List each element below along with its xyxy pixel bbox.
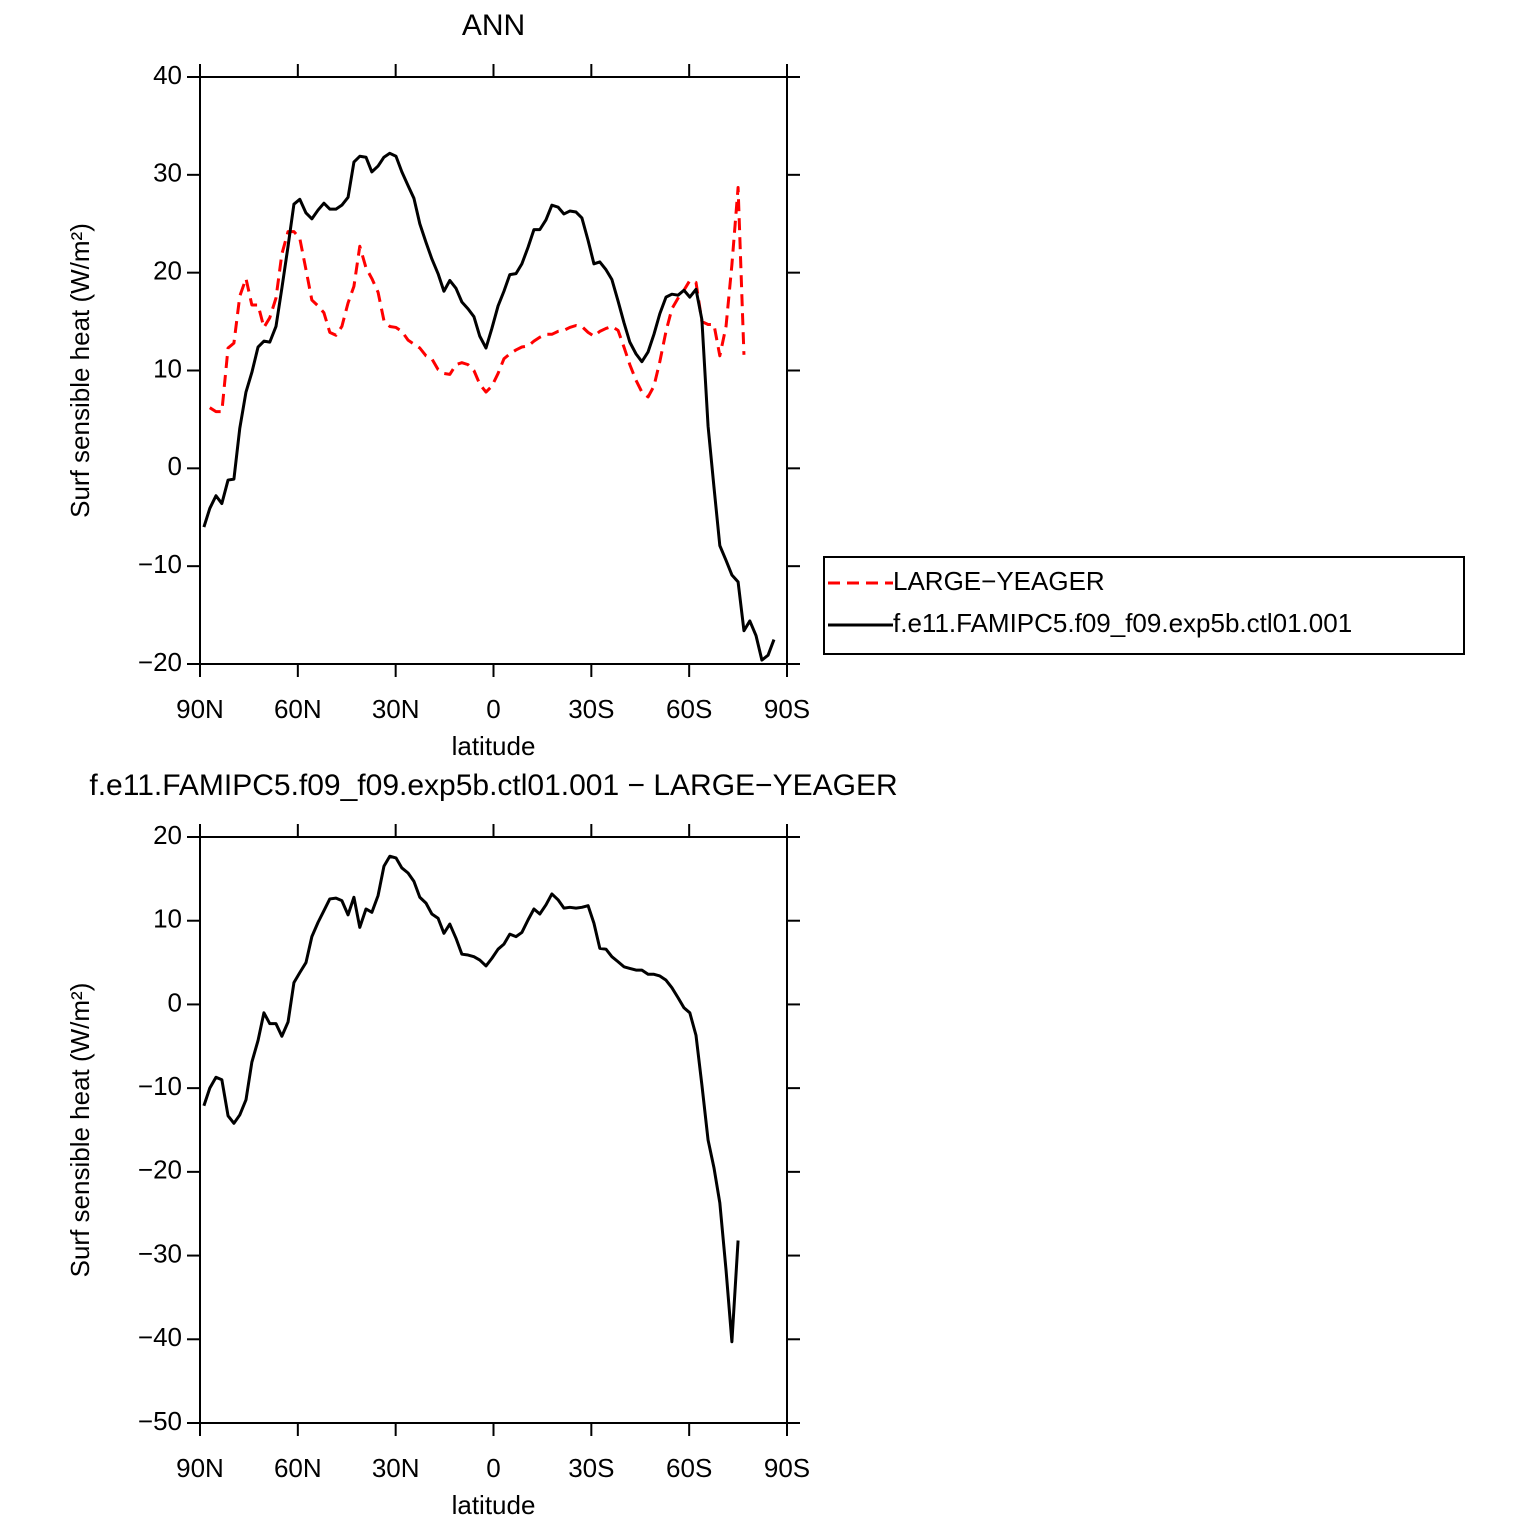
- x-tick-label: 60N: [274, 1453, 322, 1483]
- x-tick-label: 60S: [666, 1453, 712, 1483]
- x-axis-label: latitude: [452, 1490, 536, 1520]
- y-tick-label: −30: [138, 1238, 182, 1268]
- chart-title: f.e11.FAMIPC5.f09_f09.exp5b.ctl01.001 − …: [89, 769, 897, 802]
- x-tick-label: 90S: [764, 694, 810, 724]
- legend-label: LARGE−YEAGER: [893, 566, 1105, 596]
- x-tick-label: 90N: [176, 1453, 224, 1483]
- series-line: [202, 854, 740, 1344]
- plot-frame: [199, 76, 788, 665]
- legend-box: [823, 556, 1465, 655]
- x-tick-label: 30S: [568, 1453, 614, 1483]
- x-tick-label: 90N: [176, 694, 224, 724]
- chart-title: ANN: [462, 9, 525, 42]
- y-axis-label: Surf sensible heat (W/m²): [65, 983, 95, 1278]
- y-tick-label: −20: [138, 1155, 182, 1185]
- x-tick-label: 30N: [372, 1453, 420, 1483]
- y-tick-label: 40: [153, 60, 182, 90]
- x-tick-label: 60S: [666, 694, 712, 724]
- x-tick-label: 90S: [764, 1453, 810, 1483]
- y-tick-label: −10: [138, 1071, 182, 1101]
- series-line: [202, 151, 776, 662]
- series-line: [208, 186, 746, 414]
- y-tick-label: 10: [153, 904, 182, 934]
- x-tick-label: 30N: [372, 694, 420, 724]
- x-tick-label: 0: [486, 1453, 500, 1483]
- y-tick-label: −50: [138, 1406, 182, 1436]
- y-tick-label: −40: [138, 1322, 182, 1352]
- y-tick-label: 0: [168, 451, 182, 481]
- x-axis-label: latitude: [452, 731, 536, 761]
- x-tick-label: 60N: [274, 694, 322, 724]
- y-axis-label: Surf sensible heat (W/m²): [65, 223, 95, 518]
- y-tick-label: 10: [153, 353, 182, 383]
- y-tick-label: 20: [153, 256, 182, 286]
- y-tick-label: 0: [168, 987, 182, 1017]
- x-tick-label: 30S: [568, 694, 614, 724]
- legend-label: f.e11.FAMIPC5.f09_f09.exp5b.ctl01.001: [893, 608, 1352, 638]
- y-tick-label: 20: [153, 820, 182, 850]
- y-tick-label: −10: [138, 549, 182, 579]
- x-tick-label: 0: [486, 694, 500, 724]
- y-tick-label: −20: [138, 647, 182, 677]
- plot-frame: [199, 836, 788, 1424]
- y-tick-label: 30: [153, 158, 182, 188]
